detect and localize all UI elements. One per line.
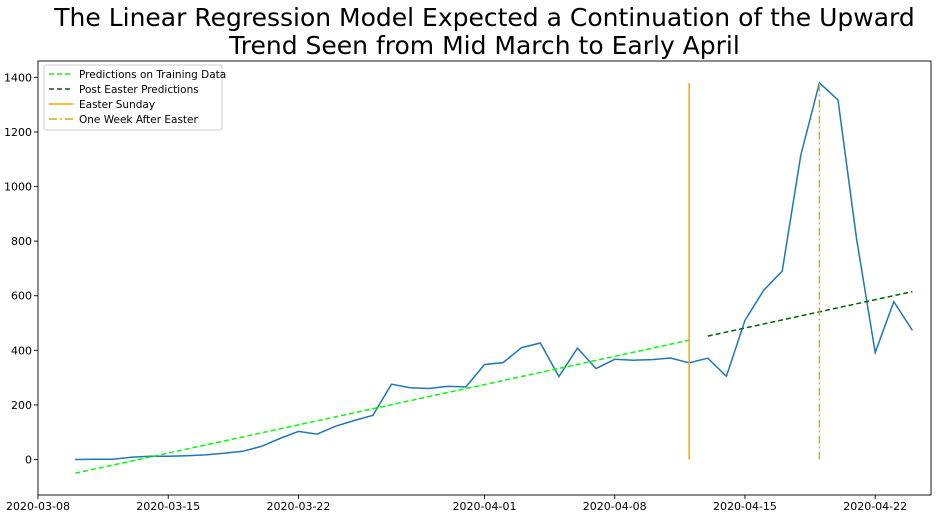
legend-label: Predictions on Training Data: [79, 69, 226, 81]
y-tick-label: 1000: [4, 181, 32, 194]
x-tick-label: 2020-03-08: [6, 500, 70, 513]
x-tick-label: 2020-04-08: [583, 500, 647, 513]
chart-title-line-2: Trend Seen from Mid March to Early April: [229, 31, 740, 60]
legend-box: [43, 64, 223, 131]
y-tick-label: 400: [11, 344, 32, 357]
legend-label: One Week After Easter: [79, 114, 198, 126]
y-tick-label: 600: [11, 290, 32, 303]
x-tick-label: 2020-04-22: [843, 500, 907, 513]
y-tick-label: 1200: [4, 126, 32, 139]
y-axis: 0 200 400 600 800 1000 1200 1400: [4, 71, 38, 467]
y-tick-label: 200: [11, 399, 32, 412]
training-prediction-line: [75, 339, 690, 474]
post-easter-prediction-line: [707, 290, 913, 337]
legend-label: Easter Sunday: [79, 99, 155, 111]
x-tick-label: 2020-03-15: [136, 500, 200, 513]
legend: Predictions on Training Data Post Easter …: [43, 64, 226, 131]
y-tick-label: 0: [25, 454, 32, 467]
legend-label: Post Easter Predictions: [79, 84, 199, 96]
x-tick-label: 2020-04-01: [453, 500, 517, 513]
plot-area: [75, 81, 914, 474]
chart-title-line-1: The Linear Regression Model Expected a C…: [54, 3, 915, 32]
data-series-line: [75, 81, 914, 461]
y-tick-label: 1400: [4, 71, 32, 84]
y-tick-label: 800: [11, 235, 32, 248]
chart-title: The Linear Regression Model Expected a C…: [0, 4, 939, 60]
x-tick-label: 2020-04-15: [713, 500, 777, 513]
x-axis: 2020-03-08 2020-03-15 2020-03-22 2020-04-01…: [6, 495, 907, 513]
x-tick-label: 2020-03-22: [266, 500, 330, 513]
